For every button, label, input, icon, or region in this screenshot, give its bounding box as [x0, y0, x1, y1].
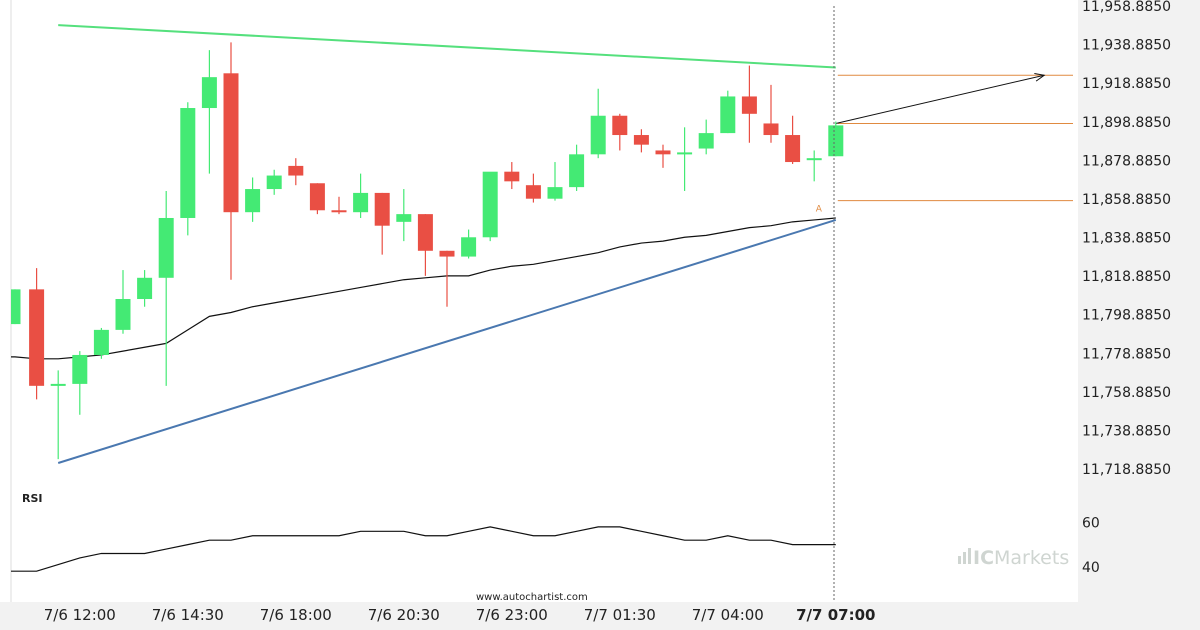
- watermark-url: www.autochartist.com: [476, 592, 588, 603]
- price-tick-label: 11,738.8850: [1082, 423, 1171, 439]
- price-tick-label: 11,938.8850: [1082, 38, 1171, 54]
- forecast-arrow-line: [835, 74, 1045, 124]
- candle-body: [525, 185, 541, 199]
- candle-body: [417, 214, 433, 251]
- candle-body: [590, 115, 606, 155]
- time-tick-label: 7/7 01:30: [584, 606, 656, 624]
- price-axis: 11,958.8850 11,938.8850 11,918.8850 11,898.…: [1082, 0, 1171, 478]
- candle-body: [461, 237, 477, 257]
- time-axis: 7/6 12:00 7/6 14:30 7/6 18:00 7/6 20:30 7/6 …: [44, 606, 876, 624]
- rsi-panel: 60 40: [11, 515, 1100, 576]
- right-axis-panel: [1078, 0, 1200, 630]
- price-tick-label: 11,958.8850: [1082, 0, 1171, 15]
- candle-body: [223, 73, 239, 213]
- price-tick-label: 11,878.8850: [1082, 153, 1171, 169]
- forecast-arrow-head: [1034, 73, 1046, 82]
- candle-body: [547, 187, 563, 199]
- candle-body: [309, 183, 325, 211]
- support-line: [57, 218, 837, 464]
- price-tick-label: 11,718.8850: [1082, 462, 1171, 478]
- candle-body: [828, 125, 844, 157]
- candle-body: [288, 165, 304, 176]
- candle-body: [245, 189, 261, 213]
- candle-body: [677, 152, 693, 155]
- candle-body: [50, 383, 66, 386]
- brand-bar-3: [968, 548, 971, 564]
- candlesticks: [11, 42, 844, 460]
- price-tick-label: 11,838.8850: [1082, 231, 1171, 247]
- rsi-tick-label: 60: [1082, 515, 1100, 531]
- candle-body: [158, 217, 174, 278]
- price-levels: A: [816, 73, 1073, 215]
- moving-average: [11, 217, 836, 360]
- time-tick-label: 7/6 18:00: [260, 606, 332, 624]
- candle-body: [482, 171, 498, 238]
- candle-body: [655, 150, 671, 155]
- time-tick-label: 7/6 20:30: [368, 606, 440, 624]
- candle-body: [633, 135, 649, 145]
- candle-body: [72, 354, 88, 384]
- candle-body: [569, 154, 585, 188]
- price-tick-label: 11,898.8850: [1082, 115, 1171, 131]
- candle-body: [137, 277, 153, 300]
- brand-bar-1: [958, 556, 961, 564]
- trend-lines: [57, 24, 837, 464]
- rsi-line: [11, 526, 836, 572]
- brand-logo: IC Markets: [958, 547, 1069, 569]
- time-tick-label: 7/6 12:00: [44, 606, 116, 624]
- candle-body: [612, 115, 628, 136]
- time-tick-label: 7/7 04:00: [692, 606, 764, 624]
- time-tick-label: 7/6 23:00: [476, 606, 548, 624]
- bottom-axis-panel: [0, 602, 1078, 630]
- brand-ic-text: IC: [973, 547, 994, 569]
- candle-body: [331, 210, 347, 213]
- candle-body: [374, 192, 390, 226]
- price-tick-label: 11,758.8850: [1082, 385, 1171, 401]
- candle-body: [353, 192, 369, 213]
- price-tick-label: 11,858.8850: [1082, 192, 1171, 208]
- candle-body: [180, 108, 196, 218]
- moving-average-line: [11, 217, 836, 360]
- candle-body: [741, 96, 757, 114]
- candle-body: [785, 135, 801, 163]
- rsi-tick-label: 40: [1082, 560, 1100, 576]
- candle-body: [11, 289, 21, 325]
- point-label: A: [816, 205, 823, 215]
- candle-body: [201, 77, 217, 109]
- time-tick-label: 7/6 14:30: [152, 606, 224, 624]
- candle-body: [439, 250, 455, 257]
- candle-body: [763, 123, 779, 136]
- price-tick-label: 11,798.8850: [1082, 308, 1171, 324]
- candle-body: [115, 299, 131, 330]
- candle-body: [29, 289, 45, 386]
- brand-markets-text: Markets: [994, 547, 1069, 569]
- candle-body: [806, 158, 822, 161]
- brand-bar-2: [963, 552, 966, 564]
- price-tick-label: 11,918.8850: [1082, 76, 1171, 92]
- candle-body: [698, 133, 714, 149]
- rsi-label: RSI: [22, 492, 43, 505]
- candle-body: [396, 214, 412, 222]
- candle-body: [266, 175, 282, 190]
- candle-body: [93, 329, 109, 355]
- price-tick-label: 11,778.8850: [1082, 346, 1171, 362]
- price-tick-label: 11,818.8850: [1082, 269, 1171, 285]
- resistance-line: [58, 24, 836, 69]
- candle-body: [720, 96, 736, 134]
- candle-body: [504, 171, 520, 182]
- time-tick-label: 7/7 07:00: [796, 606, 875, 624]
